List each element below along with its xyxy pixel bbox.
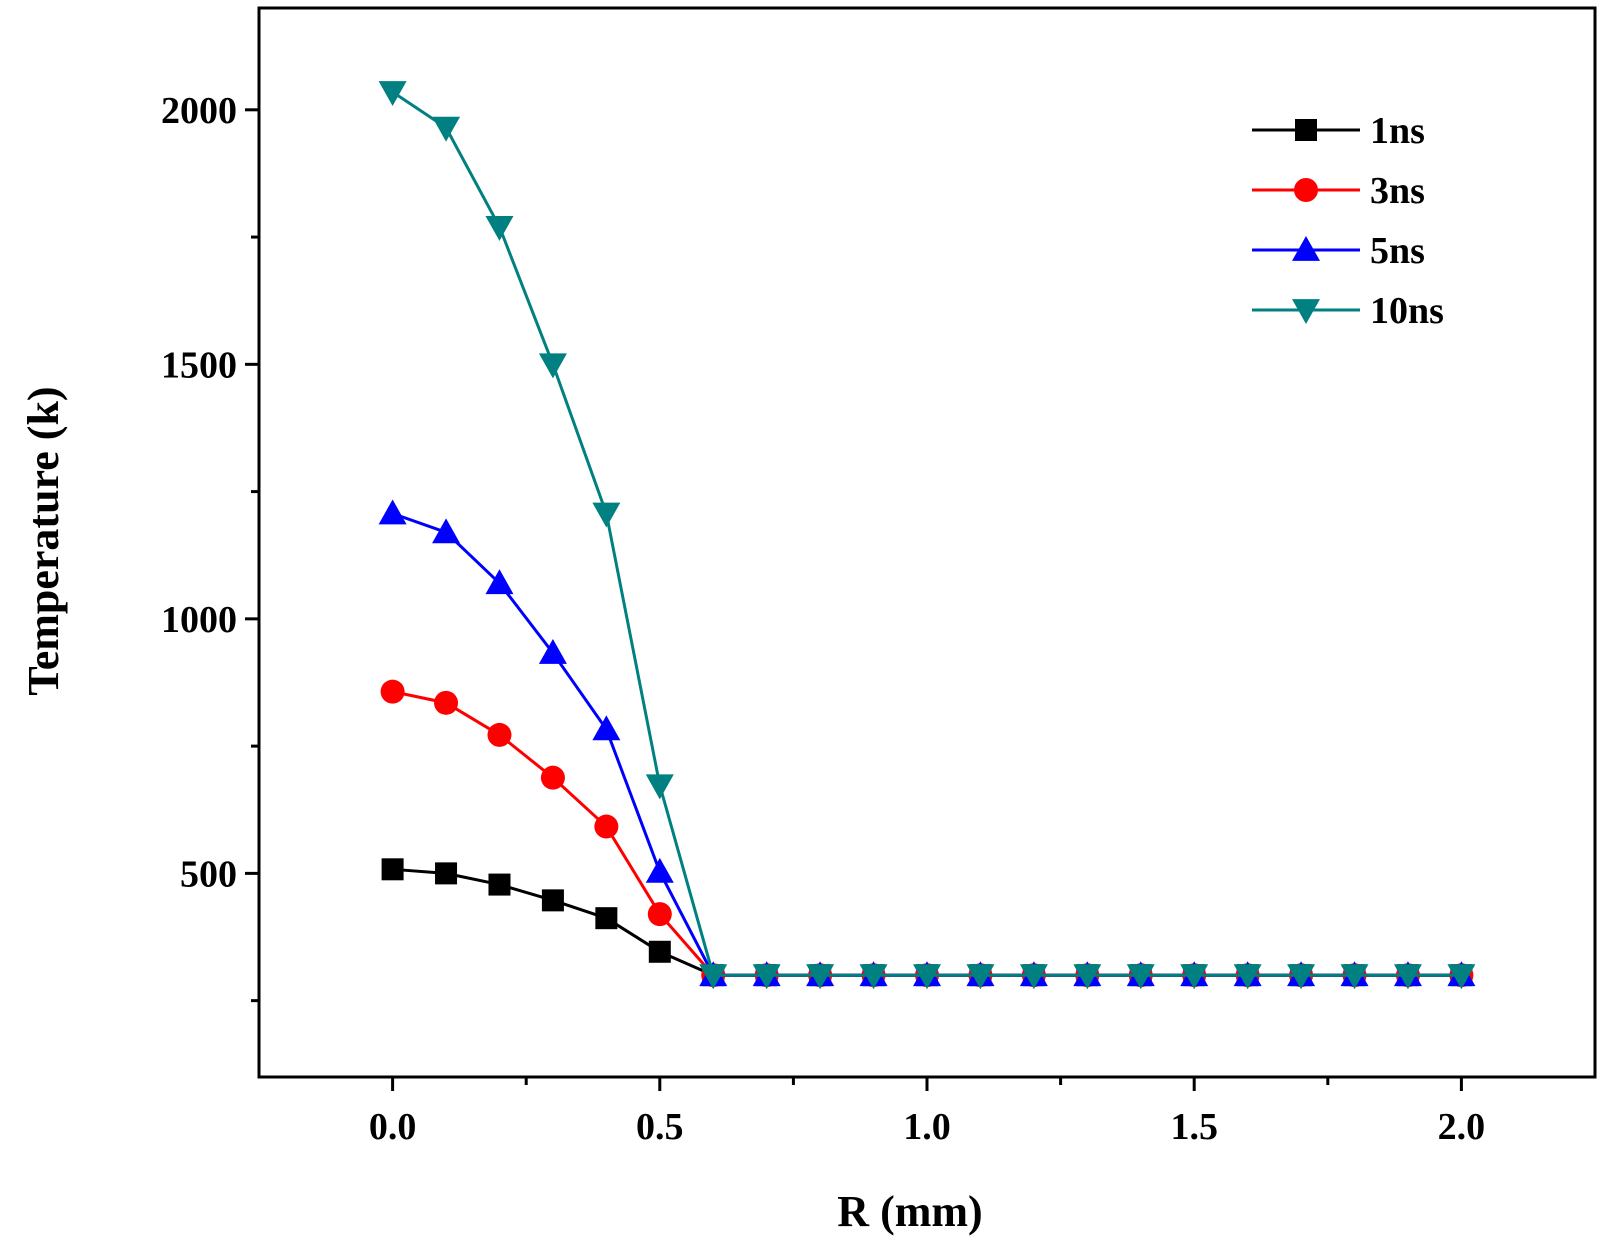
series-line-10ns xyxy=(391,90,1462,977)
data-point-5ns xyxy=(592,715,621,741)
data-point-10ns xyxy=(485,215,514,241)
y-tick-label: 1000 xyxy=(161,599,237,641)
series-3ns xyxy=(380,679,1474,988)
data-point-3ns xyxy=(647,902,672,927)
series-layer xyxy=(378,81,1476,990)
data-point-10ns xyxy=(859,964,888,990)
data-point-1ns xyxy=(381,858,404,881)
data-point-3ns xyxy=(487,722,512,747)
legend-marker xyxy=(1295,119,1317,141)
data-point-5ns xyxy=(485,569,514,595)
legend-item-3ns: 3ns xyxy=(1252,170,1425,212)
data-point-5ns xyxy=(378,499,407,525)
data-point-10ns xyxy=(1073,964,1102,990)
data-point-10ns xyxy=(913,964,941,990)
data-point-10ns xyxy=(1126,964,1155,990)
legend-item-5ns: 5ns xyxy=(1252,230,1425,272)
data-point-5ns xyxy=(538,638,567,664)
data-point-1ns xyxy=(648,940,671,963)
x-tick-label: 1.0 xyxy=(903,1106,951,1148)
y-tick-label: 500 xyxy=(180,853,237,895)
legend-marker xyxy=(1294,178,1318,202)
axes: 0.0 0.5 1.0 1.5 2.0 500 1000 1500 2000 xyxy=(161,90,1485,1148)
data-point-10ns xyxy=(699,964,728,990)
data-point-1ns xyxy=(435,862,458,885)
y-axis-title: Temperature (k) xyxy=(19,386,68,695)
data-point-10ns xyxy=(592,502,621,528)
data-point-10ns xyxy=(1340,964,1369,990)
data-point-10ns xyxy=(1393,964,1422,990)
x-tick-label: 0.5 xyxy=(636,1106,684,1148)
data-point-1ns xyxy=(488,873,511,896)
legend-label: 3ns xyxy=(1370,170,1425,212)
data-point-5ns xyxy=(432,518,461,544)
x-axis-title: R (mm) xyxy=(837,1187,982,1236)
x-tick-label: 0.0 xyxy=(369,1106,417,1148)
x-tick-label: 1.5 xyxy=(1170,1106,1218,1148)
legend-item-1ns: 1ns xyxy=(1252,110,1425,152)
data-point-5ns xyxy=(645,857,674,883)
series-line-1ns xyxy=(392,867,1462,977)
y-tick-label: 2000 xyxy=(161,90,237,132)
legend-label: 1ns xyxy=(1370,110,1425,152)
legend-marker xyxy=(1292,236,1320,261)
data-point-10ns xyxy=(1447,964,1476,990)
series-10ns xyxy=(378,81,1476,990)
data-point-3ns xyxy=(594,814,619,839)
data-point-10ns xyxy=(752,964,781,990)
data-point-10ns xyxy=(966,964,995,990)
data-point-3ns xyxy=(380,679,405,704)
data-point-10ns xyxy=(1233,964,1262,990)
data-point-3ns xyxy=(540,765,565,790)
data-point-10ns xyxy=(645,774,674,800)
data-point-10ns xyxy=(378,81,407,106)
data-point-10ns xyxy=(1019,964,1048,990)
legend-marker xyxy=(1292,299,1320,324)
data-point-10ns xyxy=(806,964,835,990)
data-point-10ns xyxy=(1180,964,1209,990)
legend: 1ns 3ns 5ns 10ns xyxy=(1252,110,1444,332)
data-point-10ns xyxy=(1287,964,1316,990)
series-line-3ns xyxy=(392,690,1462,977)
legend-item-10ns: 10ns xyxy=(1252,290,1444,332)
x-tick-label: 2.0 xyxy=(1438,1106,1486,1148)
data-point-3ns xyxy=(434,690,459,715)
legend-label: 10ns xyxy=(1370,290,1444,332)
data-point-10ns xyxy=(538,353,567,379)
data-point-10ns xyxy=(432,116,461,142)
legend-label: 5ns xyxy=(1370,230,1425,272)
data-point-1ns xyxy=(595,907,618,930)
y-tick-label: 1500 xyxy=(161,344,237,386)
series-5ns xyxy=(378,499,1476,987)
data-point-1ns xyxy=(541,889,564,912)
